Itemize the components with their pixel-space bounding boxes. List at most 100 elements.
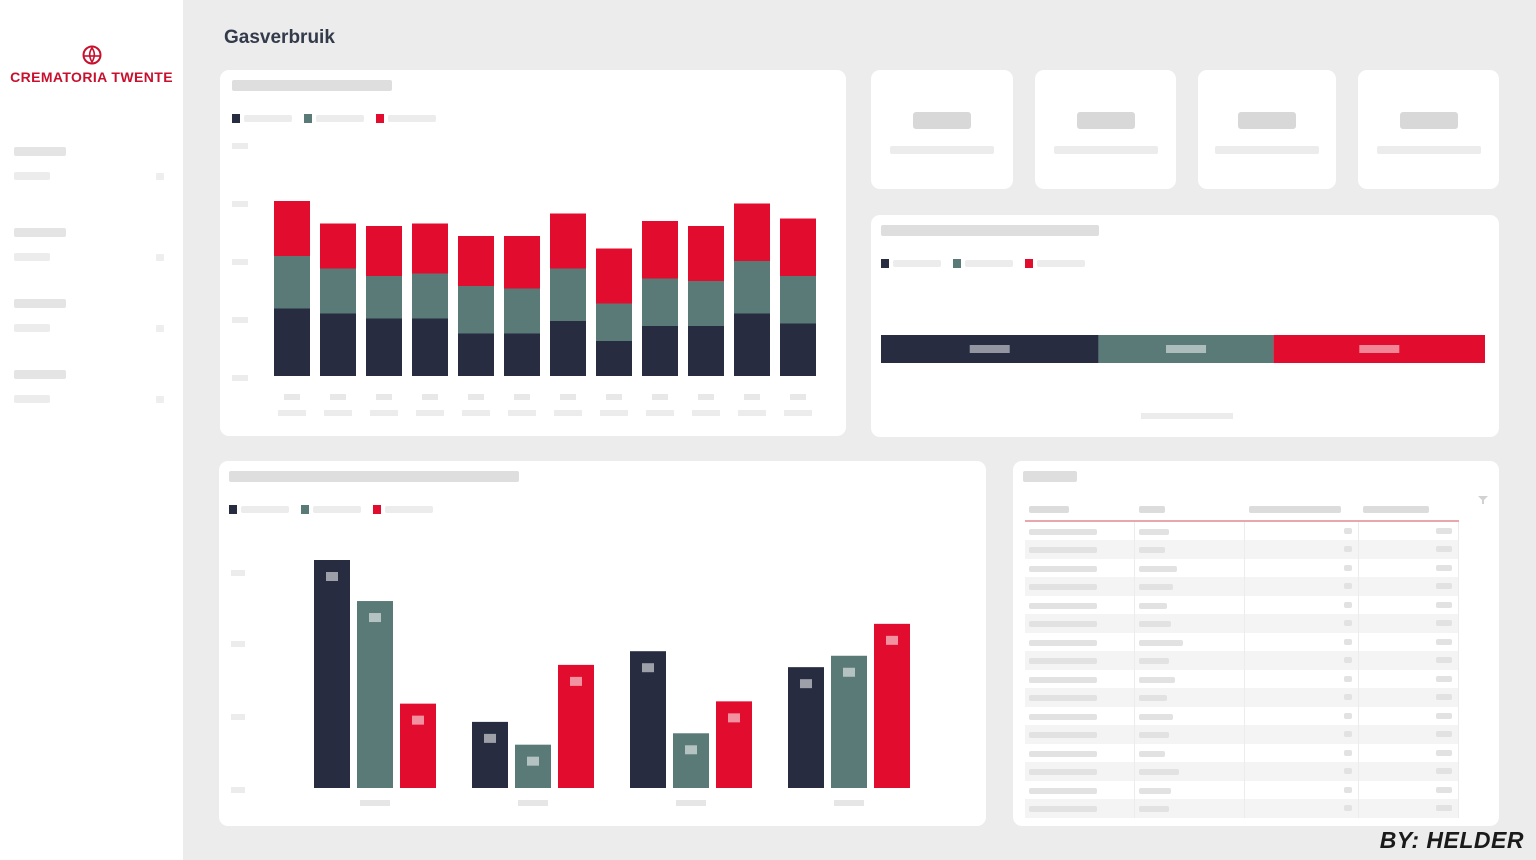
bar-segment[interactable]	[642, 221, 678, 279]
table-row[interactable]	[1025, 669, 1459, 688]
filter-dropdown[interactable]	[14, 393, 164, 405]
bar-segment[interactable]	[596, 341, 632, 376]
bar[interactable]	[831, 655, 867, 788]
table-row[interactable]	[1025, 521, 1459, 540]
legend-swatch	[304, 114, 312, 123]
bar[interactable]	[314, 560, 350, 788]
table-cell	[1134, 762, 1246, 781]
table-row[interactable]	[1025, 540, 1459, 559]
table-row[interactable]	[1025, 595, 1459, 614]
bar[interactable]	[515, 744, 551, 788]
legend-item-series-1[interactable]	[229, 505, 289, 514]
distribution-chart-legend[interactable]	[881, 259, 1085, 268]
table-row[interactable]	[1025, 799, 1459, 818]
table-row[interactable]	[1025, 651, 1459, 670]
bar-segment[interactable]	[458, 286, 494, 334]
table-row[interactable]	[1025, 706, 1459, 725]
bar-segment[interactable]	[780, 323, 816, 377]
bar-segment[interactable]	[366, 318, 402, 377]
table-row[interactable]	[1025, 762, 1459, 781]
bar-segment[interactable]	[274, 308, 310, 377]
data-label	[969, 345, 1010, 353]
bar[interactable]	[472, 721, 508, 788]
legend-item-series-1[interactable]	[881, 259, 941, 268]
table-header-cell[interactable]	[1358, 497, 1459, 522]
filter-dropdown[interactable]	[14, 170, 164, 182]
legend-item-series-3[interactable]	[1025, 259, 1085, 268]
bar-segment[interactable]	[734, 203, 770, 262]
legend-item-series-3[interactable]	[373, 505, 433, 514]
filter-2	[14, 228, 164, 263]
table-header-cell[interactable]	[1134, 497, 1245, 522]
bar-segment[interactable]	[412, 273, 448, 319]
bar-segment[interactable]	[550, 213, 586, 269]
bar-segment[interactable]	[688, 281, 724, 326]
table-row[interactable]	[1025, 688, 1459, 707]
legend-item-series-2[interactable]	[304, 114, 364, 123]
bar-segment[interactable]	[642, 326, 678, 376]
table-row[interactable]	[1025, 632, 1459, 651]
legend-item-series-2[interactable]	[953, 259, 1013, 268]
bar-segment[interactable]	[320, 223, 356, 269]
table-row[interactable]	[1025, 780, 1459, 799]
bar-segment[interactable]	[550, 321, 586, 376]
bar-segment[interactable]	[642, 278, 678, 327]
table-cell	[1025, 558, 1136, 577]
bar-segment[interactable]	[412, 318, 448, 377]
table-row[interactable]	[1025, 558, 1459, 577]
bar-segment[interactable]	[458, 236, 494, 286]
bar-segment[interactable]	[274, 256, 310, 309]
monthly-stacked-bar-chart[interactable]	[220, 70, 846, 436]
bar-segment[interactable]	[366, 226, 402, 276]
bar-segment[interactable]	[780, 276, 816, 324]
table-cell	[1358, 595, 1459, 614]
bar[interactable]	[357, 601, 393, 788]
chevron-down-icon	[156, 324, 164, 332]
grouped-chart-legend[interactable]	[229, 505, 433, 514]
legend-item-series-3[interactable]	[376, 114, 436, 123]
bar-segment[interactable]	[274, 201, 310, 256]
grouped-bar-chart[interactable]	[219, 461, 986, 826]
data-label	[570, 676, 582, 686]
legend-item-series-2[interactable]	[301, 505, 361, 514]
bar-segment[interactable]	[504, 288, 540, 334]
bar-segment[interactable]	[320, 268, 356, 314]
bar-segment[interactable]	[366, 276, 402, 319]
x-axis-tick-label	[422, 394, 438, 400]
bar-segment[interactable]	[688, 326, 724, 376]
bar-segment[interactable]	[780, 218, 816, 277]
table-header-cell[interactable]	[1025, 497, 1135, 522]
bar-segment[interactable]	[734, 313, 770, 377]
legend-item-series-1[interactable]	[232, 114, 292, 123]
table-row[interactable]	[1025, 743, 1459, 762]
bar-segment[interactable]	[504, 333, 540, 377]
kpi-value	[1076, 112, 1135, 129]
bar-segment[interactable]	[458, 333, 494, 377]
table-cell	[1134, 558, 1246, 577]
x-axis-tick-label	[560, 394, 576, 400]
kpi-card-2	[1035, 70, 1176, 189]
filter-dropdown[interactable]	[14, 251, 164, 263]
filter-icon[interactable]	[1478, 495, 1488, 505]
filter-label	[14, 299, 66, 308]
filter-dropdown[interactable]	[14, 322, 164, 334]
bar-segment[interactable]	[550, 268, 586, 322]
bar[interactable]	[673, 733, 709, 788]
bar-segment[interactable]	[596, 303, 632, 342]
table-row[interactable]	[1025, 614, 1459, 633]
bar-segment[interactable]	[320, 313, 356, 377]
bar[interactable]	[874, 623, 910, 788]
logo-text: CREMATORIA TWENTE	[10, 69, 173, 85]
table-row[interactable]	[1025, 725, 1459, 744]
bar-segment[interactable]	[688, 226, 724, 281]
bar-segment[interactable]	[596, 248, 632, 304]
table-row[interactable]	[1025, 577, 1459, 596]
table-header-cell[interactable]	[1244, 497, 1359, 522]
table-cell	[1134, 614, 1246, 633]
bar-segment[interactable]	[504, 236, 540, 289]
bar-segment[interactable]	[412, 223, 448, 274]
distribution-stacked-bar[interactable]	[871, 215, 1499, 437]
monthly-chart-legend[interactable]	[232, 114, 436, 123]
bar[interactable]	[630, 651, 666, 788]
bar-segment[interactable]	[734, 261, 770, 314]
